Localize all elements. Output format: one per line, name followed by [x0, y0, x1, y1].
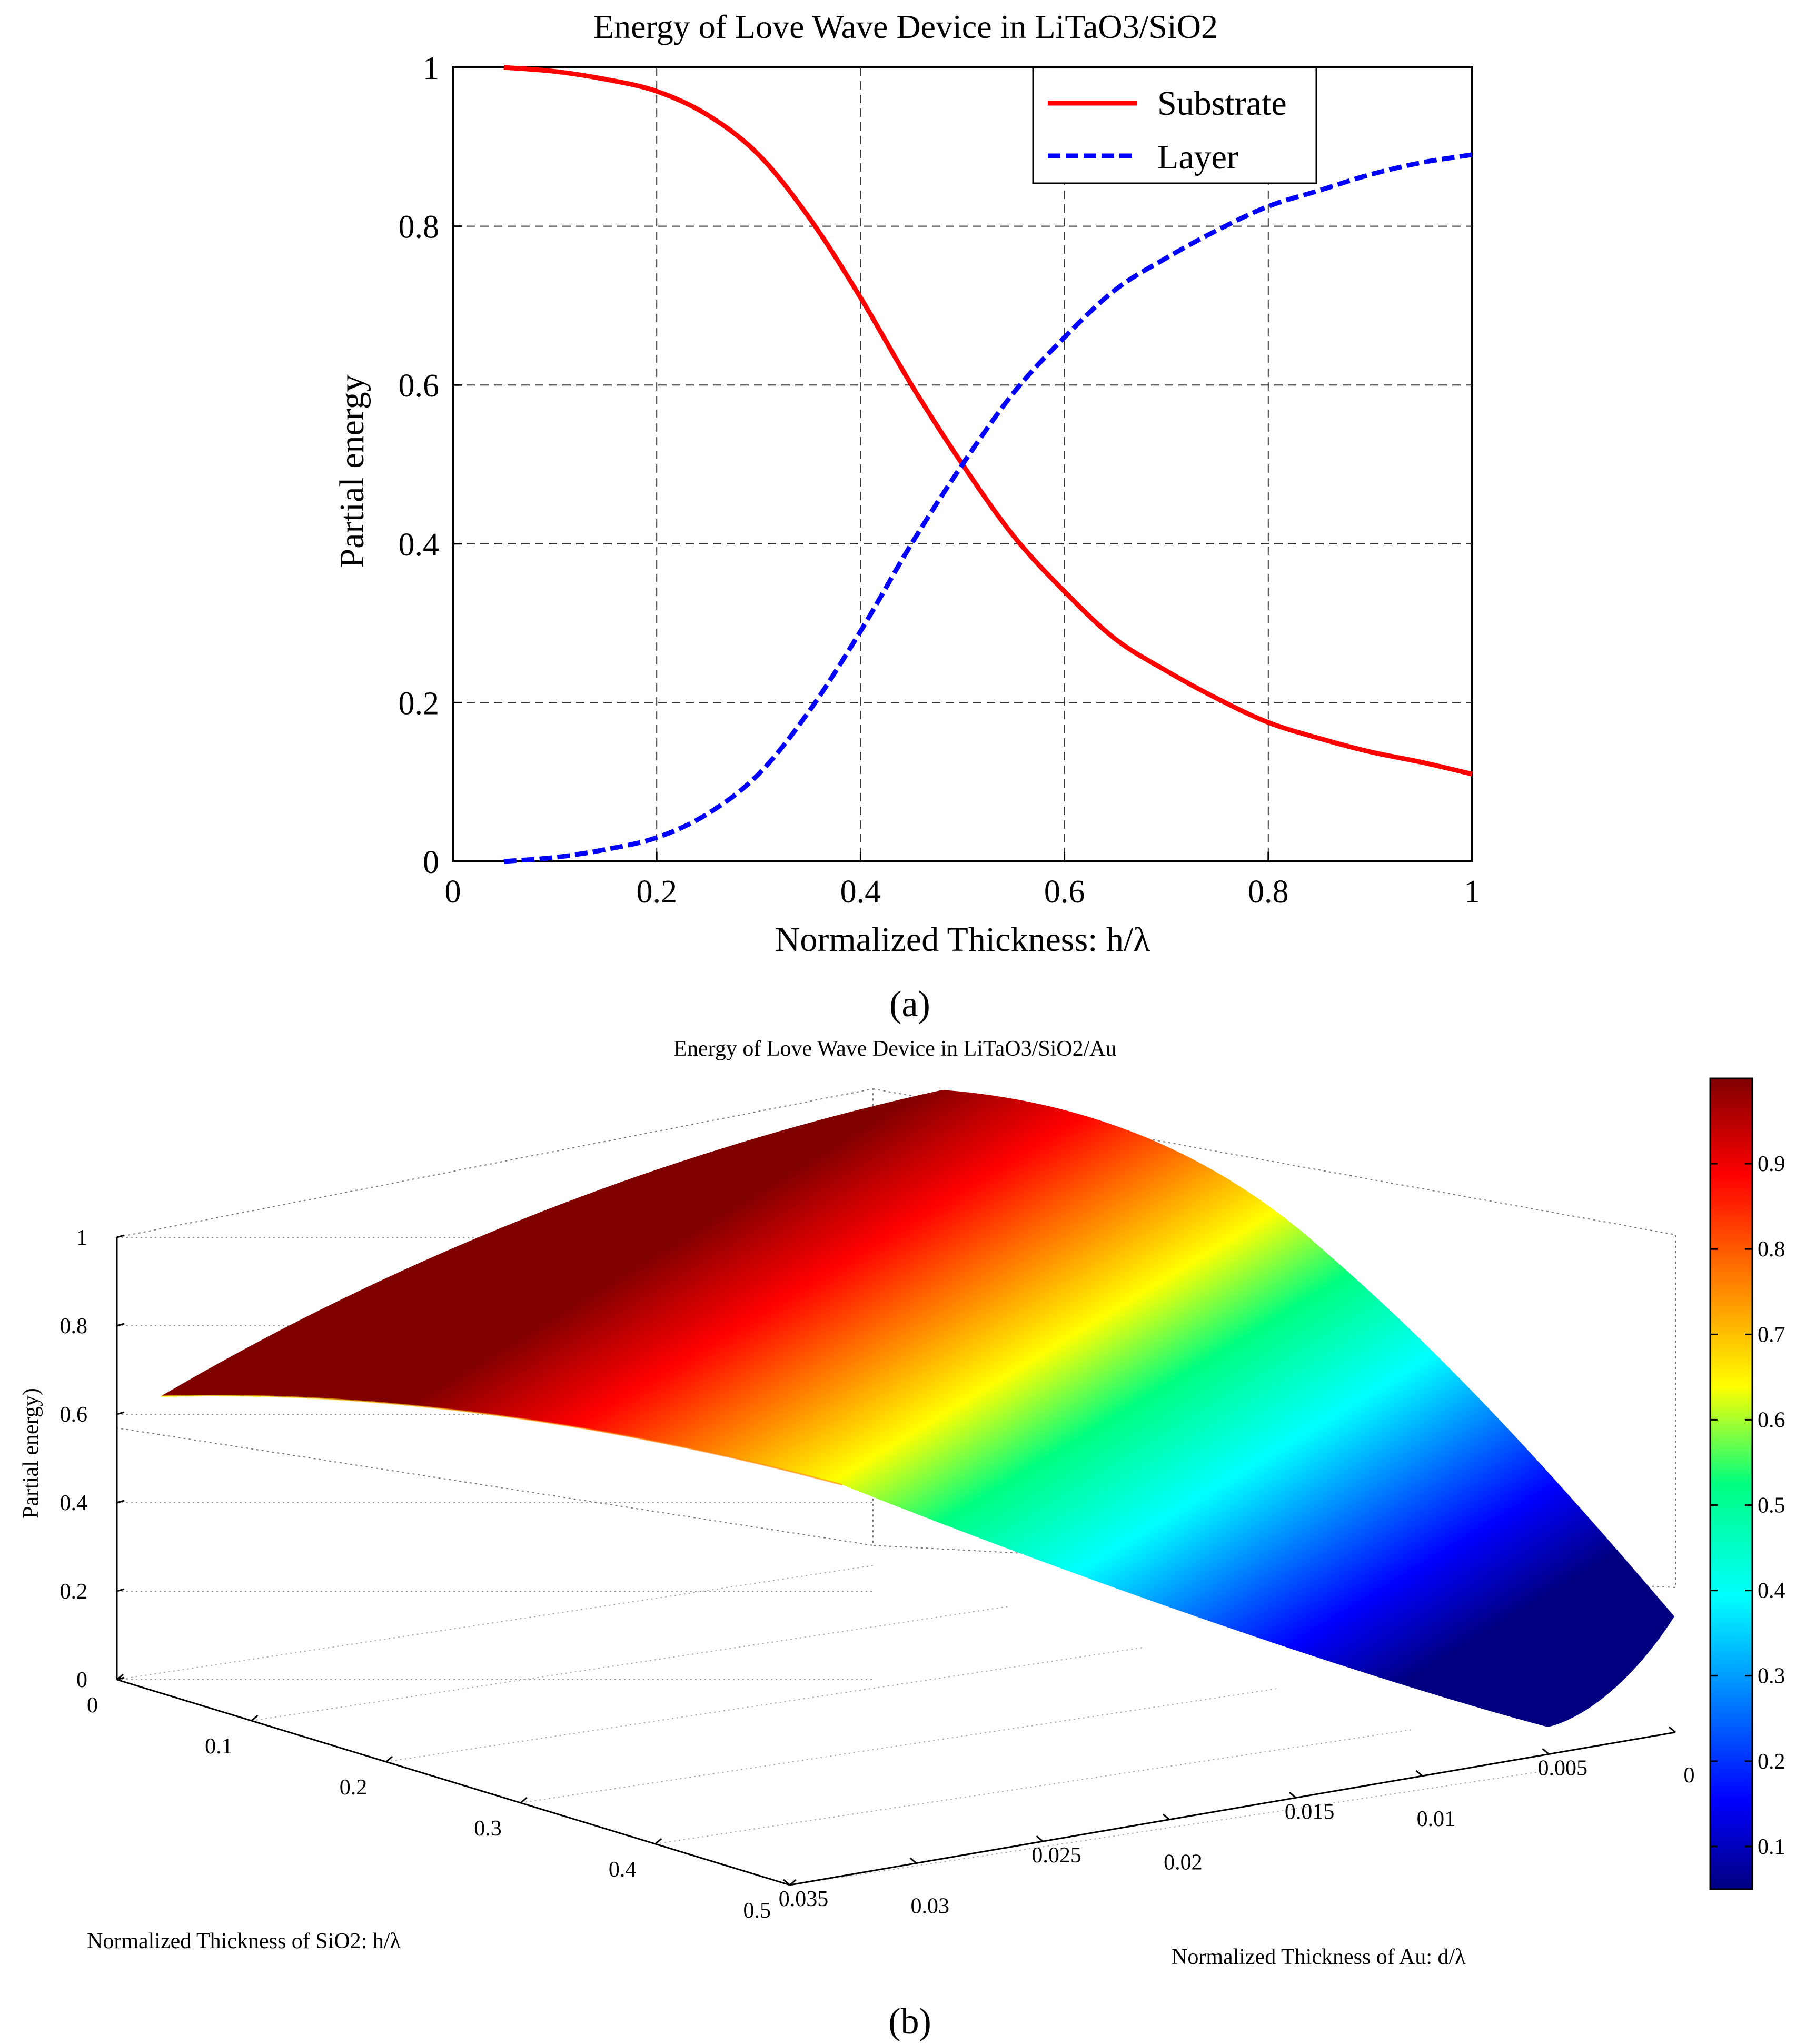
chart-a-x-tick-label: 0 — [445, 874, 461, 910]
chart-b-z-tick-mark — [116, 1500, 125, 1504]
chart-a-legend-box — [1032, 66, 1317, 184]
chart-b-y-tick-mark — [1036, 1835, 1044, 1842]
chart-b-y-axis-label: Normalized Thickness of Au: d/λ — [1172, 1945, 1466, 1969]
chart-b-z-tick-mark — [116, 1234, 125, 1238]
series-line-layer — [503, 152, 1473, 864]
chart-a-y-axis-label: Partial energy — [333, 374, 371, 568]
chart-a-grid — [453, 67, 1472, 861]
chart-b-z-tick-label: 0.4 — [60, 1491, 88, 1515]
colorbar-gradient — [1709, 1077, 1753, 1890]
chart-a-x-tick-label: 0.6 — [1044, 874, 1085, 910]
chart-b-x-axis-label: Normalized Thickness of SiO2: h/λ — [87, 1929, 401, 1953]
chart-b-x-tick-label: 0 — [87, 1693, 98, 1718]
chart-a-legend: Substrate Layer — [1032, 66, 1317, 184]
chart-b-x-tick-mark — [520, 1797, 528, 1804]
chart-b-x-tick-label: 0.3 — [474, 1817, 502, 1841]
chart-b-z-axis-label: Partial energy) — [19, 1388, 43, 1519]
chart-a-x-tick-label: 0.2 — [636, 874, 677, 910]
chart-b-x-tick-label: 0.5 — [743, 1899, 771, 1923]
chart-b-x-tick-mark — [789, 1879, 797, 1886]
colorbar-tick-label: 0.8 — [1758, 1237, 1785, 1262]
colorbar-tick-label: 0.6 — [1758, 1408, 1785, 1432]
chart-b-y-tick-label: 0.025 — [1031, 1843, 1081, 1868]
colorbar-tick-label: 0.7 — [1758, 1323, 1785, 1347]
chart-a-x-axis-label: Normalized Thickness: h/λ — [775, 920, 1150, 959]
legend-label-substrate: Substrate — [1157, 84, 1287, 123]
chart-b-x-axis — [116, 1679, 790, 1886]
chart-b-y-tick-mark — [1289, 1792, 1297, 1799]
chart-a-y-tick-label: 0.8 — [399, 210, 440, 245]
colorbar-tick-label: 0.3 — [1758, 1664, 1785, 1689]
chart-b-y-tick-mark — [1669, 1726, 1676, 1733]
colorbar: 0.1 0.2 0.3 0.4 0.5 0.6 0.7 0.8 0.9 — [1709, 1077, 1785, 1890]
colorbar-tick-label: 0.1 — [1758, 1835, 1785, 1859]
colorbar-tick-label: 0.4 — [1758, 1579, 1785, 1603]
chart-b-y-tick-label: 0 — [1684, 1763, 1695, 1788]
colorbar-ticks: 0.1 0.2 0.3 0.4 0.5 0.6 0.7 0.8 0.9 — [1710, 1152, 1785, 1859]
chart-a-series — [503, 65, 1473, 864]
surface-near-edge — [160, 1394, 843, 1486]
chart-b-x-tick-label: 0.4 — [609, 1858, 637, 1882]
chart-b-y-tick-label: 0.005 — [1537, 1756, 1587, 1780]
chart-b-z-tick-label: 0.6 — [60, 1403, 88, 1427]
chart-b-y-tick-label: 0.01 — [1417, 1807, 1456, 1831]
chart-b-x-tick-mark — [116, 1673, 124, 1681]
chart-a-y-tick-label: 0.2 — [399, 686, 440, 721]
chart-a-title: Energy of Love Wave Device in LiTaO3/SiO… — [593, 8, 1218, 45]
chart-b-gridline-x — [655, 1729, 1412, 1844]
chart-b-y-tick-mark — [1415, 1770, 1423, 1777]
chart-b-z-tick-label: 0.2 — [60, 1580, 88, 1604]
chart-b-z-tick-mark — [116, 1588, 125, 1592]
chart-b-gridline-x — [251, 1606, 1008, 1721]
colorbar-tick-label: 0.9 — [1758, 1152, 1785, 1176]
surface-chart-panel: Energy of Love Wave Device in LiTaO3/SiO… — [19, 1037, 1785, 2042]
chart-b-x-tick-mark — [251, 1714, 259, 1722]
chart-a-y-tick-label: 1 — [423, 51, 439, 86]
chart-a-y-tick-label: 0.4 — [399, 527, 440, 563]
chart-a-y-ticks: 0 0.2 0.4 0.6 0.8 1 — [399, 51, 462, 880]
colorbar-tick-label: 0.5 — [1758, 1494, 1785, 1518]
chart-b-x-tick-label: 0.2 — [340, 1775, 368, 1800]
chart-b-ticks: 0 0.2 0.4 0.6 0.8 1 0 0.1 0.2 0.3 0.4 0.5 0 0.005 0.01… — [60, 1226, 1695, 1923]
chart-b-z-tick-mark — [116, 1411, 125, 1415]
chart-b-gridline-x — [116, 1565, 874, 1680]
chart-b-y-tick-mark — [1542, 1748, 1550, 1755]
colorbar-tick-label: 0.2 — [1758, 1750, 1785, 1774]
chart-a-x-tick-label: 0.4 — [840, 874, 881, 910]
chart-b-y-tick-label: 0.02 — [1164, 1851, 1203, 1875]
chart-b-y-tick-mark — [783, 1879, 790, 1886]
chart-b-x-tick-label: 0.1 — [205, 1734, 233, 1759]
chart-a-x-tick-label: 1 — [1464, 874, 1481, 910]
line-chart-panel: Energy of Love Wave Device in LiTaO3/SiO… — [333, 8, 1481, 1025]
chart-b-x-tick-mark — [385, 1755, 393, 1763]
chart-b-gridline-x — [520, 1688, 1277, 1803]
chart-b-z-tick-label: 0 — [76, 1668, 87, 1692]
chart-b-y-tick-label: 0.03 — [911, 1894, 950, 1919]
chart-a-x-tick-label: 0.8 — [1248, 874, 1289, 910]
chart-b-z-tick-label: 1 — [76, 1226, 87, 1250]
chart-b-y-tick-label: 0.035 — [779, 1887, 829, 1911]
caption-a: (a) — [889, 984, 930, 1025]
chart-b-title: Energy of Love Wave Device in LiTaO3/SiO… — [673, 1037, 1116, 1061]
chart-b-y-tick-mark — [1162, 1813, 1170, 1820]
chart-b-z-tick-mark — [116, 1323, 125, 1327]
chart-b-x-tick-mark — [654, 1838, 662, 1845]
chart-a-y-tick-label: 0.6 — [399, 368, 440, 404]
chart-b-gridline-x — [386, 1647, 1143, 1762]
chart-a-x-ticks: 0 0.2 0.4 0.6 0.8 1 — [445, 852, 1481, 910]
legend-label-layer: Layer — [1157, 138, 1238, 176]
energy-surface — [160, 1090, 1674, 1727]
series-line-substrate — [503, 65, 1473, 777]
caption-b: (b) — [888, 2001, 931, 2042]
surface-fill — [161, 1090, 1674, 1727]
chart-b-y-tick-mark — [909, 1857, 917, 1864]
chart-b-y-tick-label: 0.015 — [1285, 1800, 1335, 1824]
chart-a-y-tick-label: 0 — [423, 845, 439, 880]
chart-b-z-tick-label: 0.8 — [60, 1314, 88, 1338]
chart-b-y-axis — [789, 1731, 1676, 1886]
